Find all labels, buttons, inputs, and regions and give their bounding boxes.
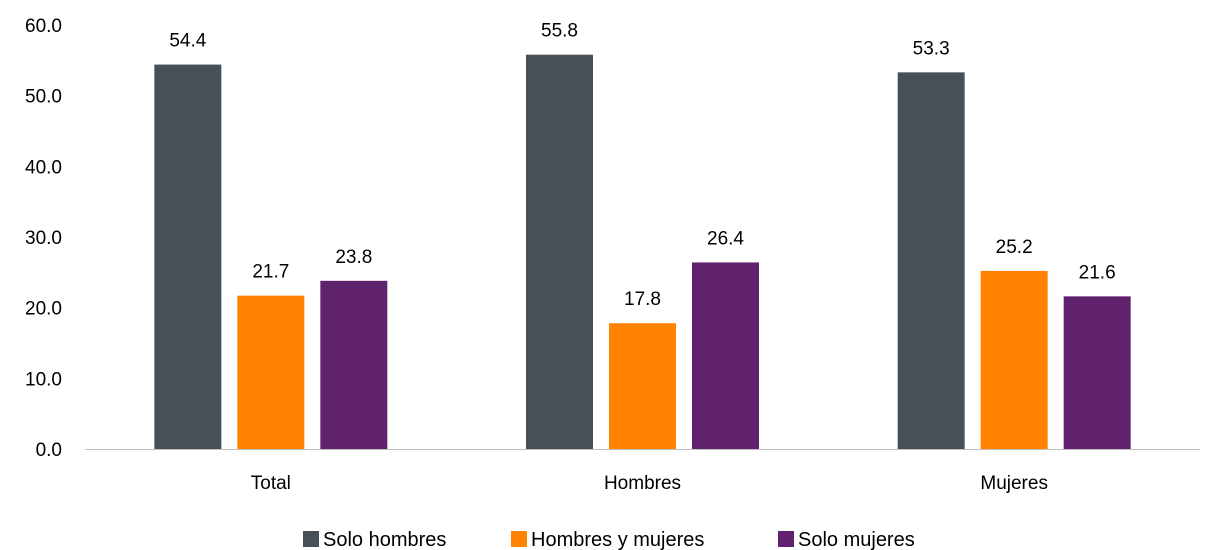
category-label: Hombres — [604, 473, 681, 494]
data-label: 23.8 — [335, 247, 372, 268]
bar-hombres-y-mujeres-mujeres — [980, 270, 1048, 449]
data-label: 21.7 — [252, 262, 289, 283]
category-label: Total — [251, 473, 291, 494]
data-label: 55.8 — [541, 21, 578, 42]
legend-label: Solo mujeres — [798, 529, 915, 550]
bar-solo-mujeres-mujeres — [1063, 296, 1131, 449]
bar-hombres-y-mujeres-hombres — [609, 323, 676, 449]
y-tick-label: 0.0 — [36, 440, 62, 461]
bar-solo-hombres-mujeres — [897, 72, 965, 449]
data-labels-group: 54.4 21.7 23.8 55.8 17.8 26.4 53.3 25.2 21.6 — [169, 21, 1115, 311]
y-tick-label: 60.0 — [25, 16, 62, 37]
y-tick-label: 50.0 — [25, 87, 62, 108]
bar-solo-mujeres-hombres — [692, 262, 759, 449]
bars-group — [154, 54, 1131, 450]
bar-hombres-y-mujeres-total — [237, 295, 305, 449]
bar-solo-hombres-hombres — [526, 54, 593, 450]
data-label: 53.3 — [913, 38, 950, 59]
data-label: 25.2 — [996, 237, 1033, 258]
y-tick-label: 20.0 — [25, 299, 62, 320]
y-tick-label: 10.0 — [25, 369, 62, 390]
legend: Solo hombres Hombres y mujeres Solo mujere… — [303, 529, 915, 550]
legend-swatch — [511, 531, 527, 547]
y-tick-label: 30.0 — [25, 228, 62, 249]
bar-solo-mujeres-total — [320, 280, 388, 449]
data-label: 54.4 — [169, 31, 206, 52]
bar-solo-hombres-total — [154, 64, 222, 449]
category-label: Mujeres — [980, 473, 1048, 494]
legend-swatch — [778, 531, 794, 547]
legend-label: Solo hombres — [323, 529, 446, 550]
y-tick-label: 40.0 — [25, 157, 62, 178]
data-label: 26.4 — [707, 228, 744, 249]
data-label: 21.6 — [1079, 262, 1116, 283]
category-labels: Total Hombres Mujeres — [251, 473, 1048, 494]
legend-label: Hombres y mujeres — [531, 529, 704, 550]
legend-swatch — [303, 531, 319, 547]
y-axis-ticks: 0.0 10.0 20.0 30.0 40.0 50.0 60.0 — [25, 16, 62, 461]
data-label: 17.8 — [624, 289, 661, 310]
